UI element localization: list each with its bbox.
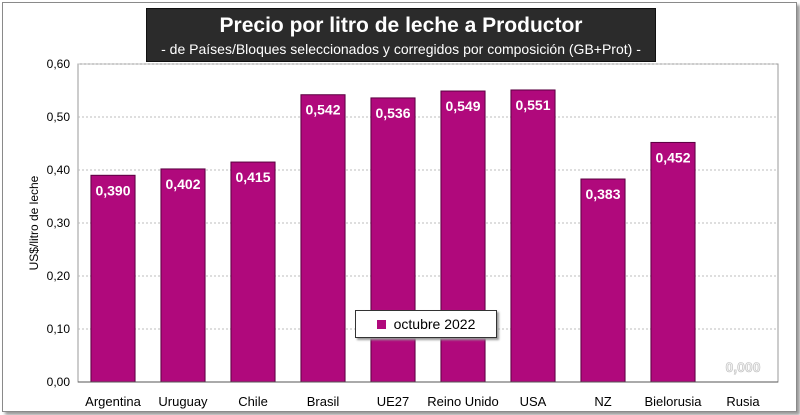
bar-value-label: 0,415 [235, 169, 270, 185]
y-tick-label: 0,40 [47, 163, 71, 177]
x-tick-label: Chile [238, 394, 268, 409]
y-tick-label: 0,00 [47, 375, 71, 389]
y-tick-label: 0,50 [47, 110, 71, 124]
bar [650, 141, 696, 383]
x-tick-label: Reino Unido [427, 394, 499, 409]
y-axis-label: US$/litro de leche [27, 175, 41, 270]
x-tick-label: Uruguay [158, 394, 208, 409]
x-tick-label: Brasil [307, 394, 340, 409]
x-tick-label: Bielorusia [644, 394, 702, 409]
bar-value-label: 0,402 [165, 176, 200, 192]
y-tick-label: 0,60 [47, 57, 71, 71]
legend-label: octubre 2022 [393, 316, 476, 332]
x-tick-label: Argentina [85, 394, 141, 409]
y-tick-label: 0,30 [47, 216, 71, 230]
chart-subtitle: - de Países/Bloques seleccionados y corr… [161, 41, 641, 57]
title-box: Precio por litro de leche a Productor - … [146, 8, 656, 62]
x-tick-label: Rusia [726, 394, 760, 409]
bar [300, 94, 346, 383]
bar [580, 178, 626, 383]
x-tick-label: NZ [594, 394, 611, 409]
chart-title: Precio por litro de leche a Productor [219, 14, 583, 37]
y-tick-label: 0,20 [47, 269, 71, 283]
bar [160, 168, 206, 383]
bar [440, 90, 486, 383]
x-tick-label: USA [520, 394, 547, 409]
x-tick-label: UE27 [377, 394, 410, 409]
bar-value-label: 0,536 [375, 105, 410, 121]
bar-value-label: 0,390 [95, 182, 130, 198]
bar [230, 161, 276, 383]
bar-value-label: 0,549 [445, 98, 480, 114]
bar [90, 174, 136, 383]
bar [510, 89, 556, 383]
y-tick-label: 0,10 [47, 322, 71, 336]
bar-value-label: 0,551 [515, 97, 550, 113]
bar-value-label: 0,452 [655, 149, 690, 165]
legend-swatch [376, 319, 386, 329]
legend: octubre 2022 [355, 310, 497, 338]
bar [370, 97, 416, 383]
bar-value-label: 0,000 [725, 359, 760, 375]
bar-value-label: 0,383 [585, 186, 620, 202]
bar-value-label: 0,542 [305, 102, 340, 118]
